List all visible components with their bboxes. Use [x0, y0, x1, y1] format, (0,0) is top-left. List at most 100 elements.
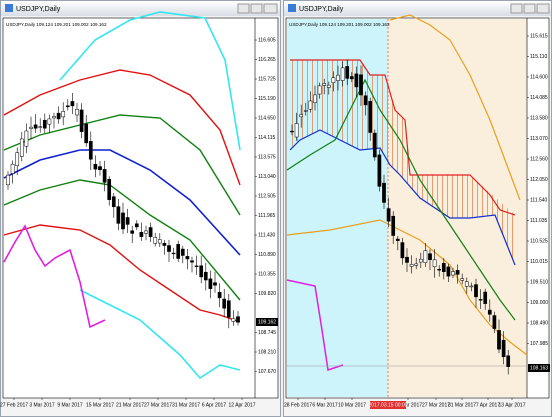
date-label: 7 Apr 2017	[476, 402, 500, 408]
candle-body	[382, 182, 386, 203]
bollinger-lower-2	[3, 224, 241, 323]
price-label: 111.430	[258, 232, 276, 238]
price-label: 113.580	[530, 115, 548, 121]
price-label: 110.890	[258, 252, 276, 258]
candle-body	[194, 265, 199, 267]
candle-body	[226, 300, 231, 318]
price-label: 115.110	[530, 54, 548, 60]
candle-body	[446, 266, 451, 277]
candle-body	[79, 109, 84, 132]
price-label: 111.035	[530, 218, 548, 224]
maximize-button[interactable]	[523, 3, 536, 14]
candle-body	[42, 119, 47, 129]
candle-body	[308, 100, 313, 110]
candle-body	[231, 318, 236, 322]
candle-body	[157, 239, 162, 244]
chart-area	[2, 17, 279, 399]
candle-body	[65, 105, 70, 108]
candle-body	[217, 291, 222, 299]
price-label: 110.355	[258, 271, 276, 277]
candle-body	[317, 85, 322, 95]
candle-body	[460, 278, 465, 281]
candle-body	[497, 330, 501, 350]
candle-body	[148, 227, 153, 237]
candle-body	[303, 110, 308, 112]
candle-body	[437, 268, 442, 271]
lagging-span	[286, 279, 344, 371]
price-label: 113.040	[258, 174, 276, 180]
date-label: 31 Mar 2017	[448, 402, 476, 408]
price-label: 107.670	[258, 369, 276, 375]
date-label: 27 Mar 2017	[422, 402, 450, 408]
candle-body	[340, 67, 345, 81]
candle-body	[111, 196, 116, 208]
price-label: 116.605	[258, 37, 276, 43]
candle-body	[134, 223, 139, 228]
candle-body	[400, 242, 405, 259]
candle-body	[190, 260, 194, 263]
candle-body	[121, 212, 125, 230]
candle-body	[24, 130, 29, 147]
close-button[interactable]	[263, 3, 278, 14]
candle-body	[345, 66, 350, 79]
maximize-button[interactable]	[250, 3, 263, 14]
window-title: USDJPY,Daily	[299, 6, 344, 13]
candle-body	[423, 250, 428, 263]
bollinger-upper-1	[3, 114, 241, 216]
title-bar[interactable]	[1, 1, 280, 16]
cursor-time-box	[370, 401, 406, 409]
kijun-sen	[289, 129, 516, 266]
price-label: 115.725	[258, 76, 276, 82]
minimize-button[interactable]	[237, 3, 250, 14]
candle-body	[116, 206, 121, 224]
price-label: 113.575	[258, 154, 276, 160]
price-label: 109.000	[530, 300, 548, 306]
candle-body	[15, 152, 20, 166]
candle-body	[176, 244, 181, 259]
price-label: 111.965	[258, 213, 276, 219]
candle-body	[483, 291, 488, 304]
candle-body	[29, 126, 33, 129]
candle-body	[474, 284, 478, 298]
candle-body	[395, 238, 400, 241]
candle-body	[236, 316, 240, 323]
price-label: 111.540	[530, 197, 548, 203]
candle-body	[171, 252, 176, 255]
candle-body	[469, 285, 474, 288]
candle-body	[372, 132, 377, 158]
candle-body	[38, 126, 43, 128]
chart-window: USDJPY,Daily USDJPY,Daily 109.124 109.20…	[0, 0, 281, 417]
title-bar[interactable]	[284, 1, 551, 16]
candle-body	[33, 124, 38, 129]
date-label: 27 Feb 2017	[0, 402, 28, 408]
minimize-button[interactable]	[510, 3, 523, 14]
candle-body	[139, 231, 144, 237]
moving-average	[3, 149, 241, 256]
candle-body	[409, 264, 414, 267]
candle-body	[349, 76, 354, 80]
candle-body	[6, 174, 10, 186]
candle-body	[10, 163, 15, 174]
price-label: 109.510	[530, 279, 548, 285]
chart-window: USDJPY,Daily USDJPY,Daily 109.124 109.20…	[283, 0, 552, 417]
candle-body	[125, 217, 130, 225]
price-label: 109.820	[258, 291, 276, 297]
candle-body	[294, 123, 299, 138]
price-label: 113.070	[530, 136, 548, 142]
candle-body	[222, 298, 227, 309]
candle-body	[368, 101, 373, 133]
candle-body	[98, 166, 102, 170]
candle-body	[313, 94, 317, 104]
close-button[interactable]	[536, 3, 550, 14]
candle-body	[487, 309, 492, 315]
moving-average	[286, 78, 516, 321]
bollinger-upper-3	[59, 11, 241, 151]
candle-body	[107, 178, 112, 200]
lagging-span	[3, 224, 106, 329]
price-label: 114.600	[530, 74, 548, 80]
candle-body	[153, 236, 158, 244]
candle-body	[213, 282, 217, 286]
date-label: 12 Apr 2017	[229, 402, 256, 408]
window-icon	[5, 4, 13, 12]
